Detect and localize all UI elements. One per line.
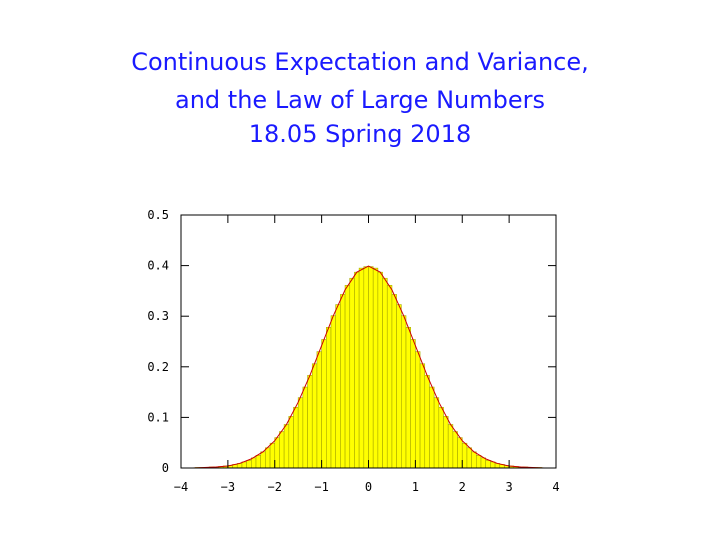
density-curve [181, 265, 556, 469]
bar [363, 266, 369, 469]
title-line: and the Law of Large Numbers [175, 86, 545, 114]
bar [429, 386, 435, 469]
bar [326, 327, 332, 469]
x-tick-label: 1 [412, 480, 419, 494]
bar [251, 457, 257, 469]
chart: 0 0.1 0.2 0.3 0.4 0.5 −4 −3 −2 −1 0 1 2 3 4 [147, 208, 559, 494]
title-line: Continuous Expectation and Variance, [131, 48, 589, 76]
bar [255, 455, 261, 469]
bar [311, 363, 318, 469]
bar [321, 339, 327, 469]
x-tick-label: −4 [174, 480, 188, 494]
bar [391, 294, 397, 469]
bar [476, 455, 482, 469]
bar [283, 424, 290, 469]
bar [438, 406, 444, 469]
bar [466, 447, 472, 469]
bar [401, 315, 407, 469]
bar [461, 442, 468, 469]
y-tick-label: 0 [162, 461, 169, 475]
bar [265, 447, 271, 469]
bar [396, 304, 402, 469]
x-tick-label: 2 [459, 480, 466, 494]
bar [260, 451, 266, 469]
bar [335, 304, 341, 469]
bar [316, 351, 322, 469]
bar [471, 451, 477, 469]
bar [279, 431, 285, 469]
bar [424, 375, 430, 469]
bar [447, 424, 454, 469]
bar [457, 437, 463, 469]
bar [382, 277, 388, 469]
bar [340, 294, 346, 469]
bar [349, 277, 355, 469]
bar [297, 397, 304, 469]
bar [330, 315, 336, 469]
bar [452, 431, 458, 469]
bar [344, 285, 351, 469]
x-tick-label: 0 [365, 480, 372, 494]
bar [405, 327, 411, 469]
bar [372, 267, 379, 469]
bar [241, 461, 247, 469]
bar [368, 266, 374, 469]
x-tick-label: −3 [221, 480, 235, 494]
bar [288, 416, 294, 469]
bar [480, 457, 486, 469]
bar [485, 460, 491, 469]
bar [354, 271, 360, 469]
bar [410, 339, 416, 469]
x-tick-label: −1 [314, 480, 328, 494]
bar [377, 271, 383, 469]
bar [246, 460, 252, 469]
x-tick-label: 3 [506, 480, 513, 494]
bar [415, 351, 421, 469]
bar [302, 386, 308, 469]
y-tick-label: 0.4 [147, 259, 169, 273]
title-line: 18.05 Spring 2018 [249, 120, 472, 148]
x-tick-label: −2 [268, 480, 282, 494]
y-tick-label: 0.2 [147, 360, 169, 374]
y-tick-label: 0.3 [147, 309, 169, 323]
x-tick-label: 4 [552, 480, 559, 494]
bar [274, 437, 280, 469]
y-tick-label: 0.1 [147, 410, 169, 424]
y-tick-label: 0.5 [147, 208, 169, 222]
bar [419, 363, 426, 469]
bar [433, 397, 440, 469]
bar [386, 285, 393, 469]
bar [490, 461, 496, 469]
bar [269, 442, 276, 469]
bar [443, 416, 449, 469]
bar [307, 375, 313, 469]
bar [293, 406, 299, 469]
bar [358, 267, 365, 469]
